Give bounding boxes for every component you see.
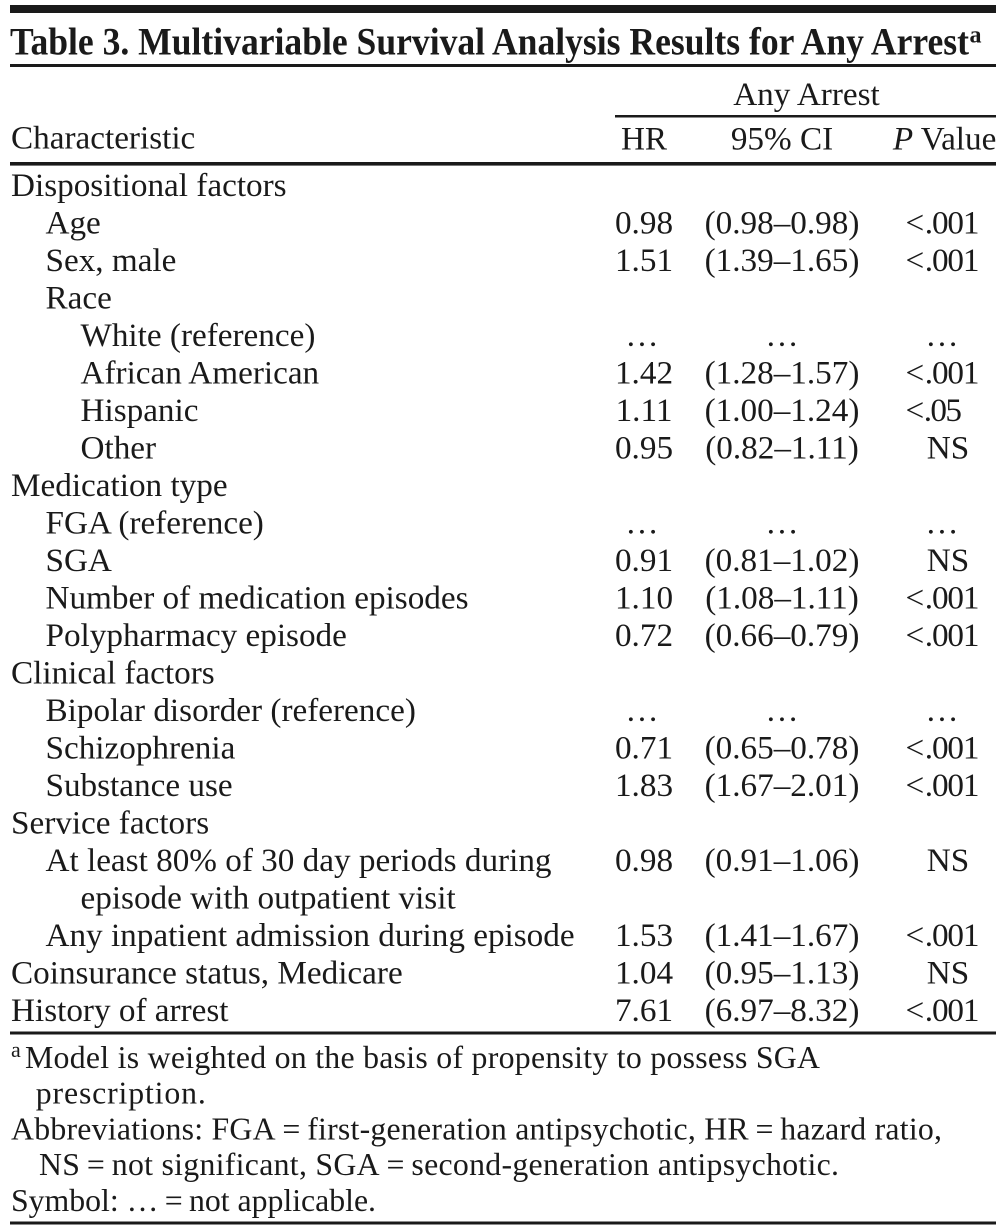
svg-text:0.71: 0.71 <box>615 729 673 766</box>
svg-text:Model is weighted on the basis: Model is weighted on the basis of propen… <box>25 1040 820 1075</box>
svg-text:0.98: 0.98 <box>615 842 673 879</box>
svg-text:95% CI: 95% CI <box>731 121 833 158</box>
svg-text:Number of medication episodes: Number of medication episodes <box>46 579 469 616</box>
svg-text:At least 80% of 30 day periods: At least 80% of 30 day periods during <box>46 842 552 879</box>
svg-text:Characteristic: Characteristic <box>11 120 195 157</box>
svg-text:Age: Age <box>46 204 101 241</box>
svg-text:< .001: < .001 <box>906 992 980 1029</box>
svg-text:Any Arrest: Any Arrest <box>733 76 880 113</box>
svg-text:(0.95–1.13): (0.95–1.13) <box>705 954 860 991</box>
svg-text:Dispositional factors: Dispositional factors <box>11 167 287 204</box>
svg-text:< .001: < .001 <box>906 204 980 241</box>
svg-text:…: … <box>625 317 658 354</box>
svg-text:(1.08–1.11): (1.08–1.11) <box>705 579 859 616</box>
svg-text:Service factors: Service factors <box>11 804 209 841</box>
svg-text:Sex, male: Sex, male <box>46 242 177 279</box>
svg-text:Other: Other <box>81 429 157 466</box>
svg-text:HR: HR <box>621 121 668 158</box>
svg-text:1.04: 1.04 <box>615 954 673 991</box>
svg-text:…: … <box>925 317 958 354</box>
svg-text:0.95: 0.95 <box>615 429 673 466</box>
svg-text:African American: African American <box>81 354 320 391</box>
svg-text:NS: NS <box>927 842 969 879</box>
svg-text:(0.66–0.79): (0.66–0.79) <box>705 617 860 654</box>
svg-text:FGA (reference): FGA (reference) <box>46 504 264 541</box>
svg-text:…: … <box>625 692 658 729</box>
svg-text:0.72: 0.72 <box>615 617 673 654</box>
svg-text:(0.81–1.02): (0.81–1.02) <box>705 542 860 579</box>
svg-text:White (reference): White (reference) <box>81 317 316 354</box>
svg-text:1.51: 1.51 <box>615 242 673 279</box>
svg-text:Substance use: Substance use <box>46 767 233 804</box>
svg-text:(1.67–2.01): (1.67–2.01) <box>705 767 860 804</box>
svg-text:1.10: 1.10 <box>615 579 673 616</box>
svg-text:1.42: 1.42 <box>615 354 673 391</box>
svg-text:…: … <box>925 692 958 729</box>
svg-text:Abbreviations: FGA = first-gen: Abbreviations: FGA = first-generation an… <box>11 1111 942 1146</box>
svg-text:< .001: < .001 <box>906 729 980 766</box>
svg-text:…: … <box>625 504 658 541</box>
svg-text:Medication type: Medication type <box>11 467 228 504</box>
svg-text:< .001: < .001 <box>906 242 980 279</box>
svg-text:a: a <box>970 23 982 49</box>
svg-text:7.61: 7.61 <box>615 992 673 1029</box>
svg-text:Bipolar disorder (reference): Bipolar disorder (reference) <box>46 692 416 729</box>
svg-text:(1.28–1.57): (1.28–1.57) <box>705 354 860 391</box>
svg-text:(1.00–1.24): (1.00–1.24) <box>705 392 860 429</box>
svg-text:< .05: < .05 <box>906 392 963 429</box>
svg-text:Any inpatient admission during: Any inpatient admission during episode <box>46 917 575 954</box>
svg-text:Schizophrenia: Schizophrenia <box>46 729 236 766</box>
svg-text:Table 3. Multivariable Surviva: Table 3. Multivariable Survival Analysis… <box>10 21 969 64</box>
svg-text:NS: NS <box>927 429 969 466</box>
svg-text:NS = not significant, SGA = se: NS = not significant, SGA = second-gener… <box>39 1147 839 1182</box>
svg-text:History of arrest: History of arrest <box>11 992 229 1029</box>
svg-text:< .001: < .001 <box>906 917 980 954</box>
svg-text:< .001: < .001 <box>906 579 980 616</box>
svg-text:0.98: 0.98 <box>615 204 673 241</box>
svg-text:NS: NS <box>927 542 969 579</box>
svg-text:Hispanic: Hispanic <box>81 392 199 429</box>
svg-text:1.53: 1.53 <box>615 917 673 954</box>
svg-text:Clinical factors: Clinical factors <box>11 654 215 691</box>
svg-text:Coinsurance status, Medicare: Coinsurance status, Medicare <box>11 954 403 991</box>
svg-text:< .001: < .001 <box>906 617 980 654</box>
svg-text:1.83: 1.83 <box>615 767 673 804</box>
svg-text:(1.41–1.67): (1.41–1.67) <box>705 917 860 954</box>
svg-text:SGA: SGA <box>46 542 112 579</box>
svg-text:(0.98–0.98): (0.98–0.98) <box>705 204 860 241</box>
svg-text:(0.82–1.11): (0.82–1.11) <box>705 429 859 466</box>
svg-text:…: … <box>765 692 798 729</box>
svg-text:…: … <box>925 504 958 541</box>
svg-text:(0.91–1.06): (0.91–1.06) <box>705 842 860 879</box>
svg-text:P Value: P Value <box>892 121 997 158</box>
svg-text:NS: NS <box>927 954 969 991</box>
svg-text:(0.65–0.78): (0.65–0.78) <box>705 729 860 766</box>
svg-text:…: … <box>765 317 798 354</box>
svg-text:1.11: 1.11 <box>616 392 673 429</box>
svg-text:a: a <box>11 1037 21 1062</box>
svg-text:Race: Race <box>46 279 112 316</box>
svg-text:0.91: 0.91 <box>615 542 673 579</box>
svg-text:prescription.: prescription. <box>36 1076 206 1111</box>
svg-text:episode with outpatient visit: episode with outpatient visit <box>81 879 457 916</box>
svg-text:Polypharmacy episode: Polypharmacy episode <box>46 617 347 654</box>
svg-text:Symbol: … = not applicable.: Symbol: … = not applicable. <box>11 1183 376 1218</box>
svg-text:…: … <box>765 504 798 541</box>
svg-text:< .001: < .001 <box>906 354 980 391</box>
svg-text:< .001: < .001 <box>906 767 980 804</box>
svg-text:(6.97–8.32): (6.97–8.32) <box>705 992 860 1029</box>
svg-text:(1.39–1.65): (1.39–1.65) <box>705 242 860 279</box>
